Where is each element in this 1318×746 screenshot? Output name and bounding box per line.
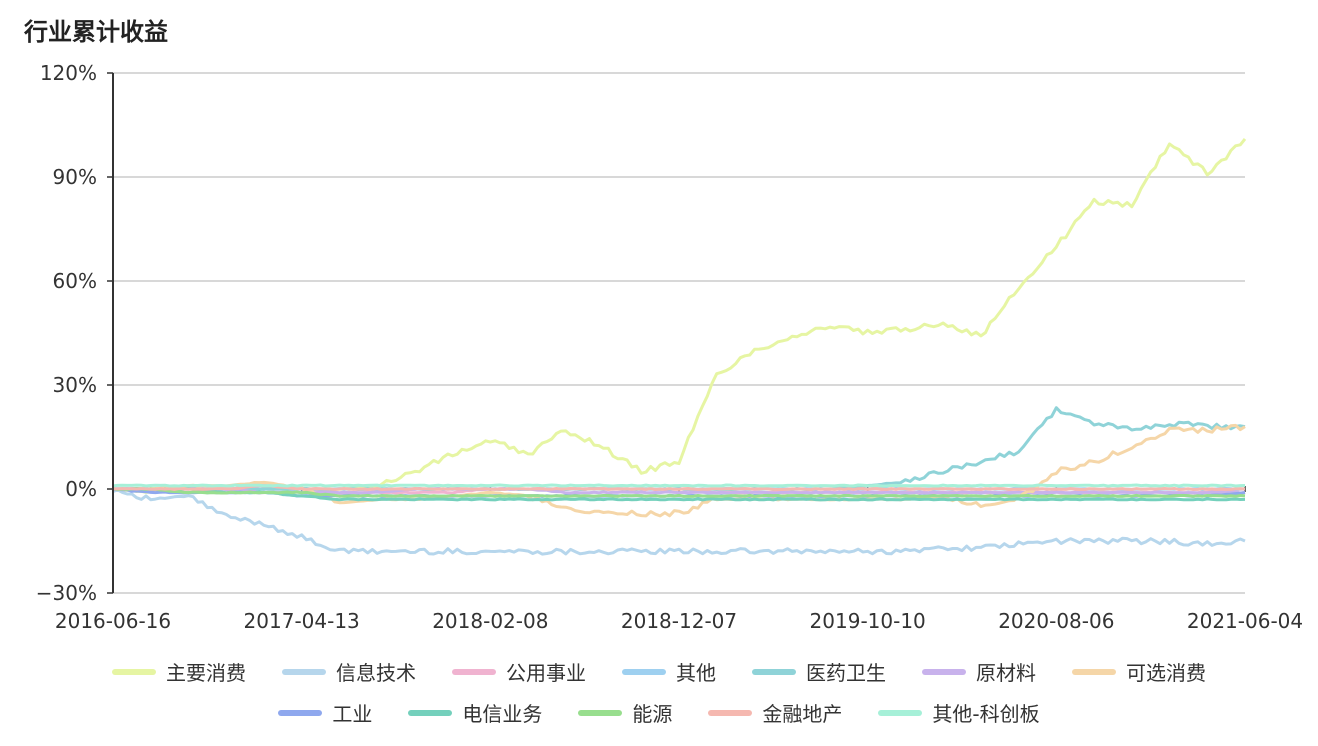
legend-item[interactable]: 公用事业 — [452, 657, 586, 686]
legend-item[interactable]: 主要消费 — [112, 657, 246, 686]
legend-swatch — [922, 668, 966, 675]
legend-label: 信息技术 — [336, 661, 416, 685]
legend-row-1: 主要消费 信息技术 公用事业 其他 医药卫生 原材料 可选消费 — [0, 657, 1318, 686]
legend-label: 电信业务 — [462, 702, 543, 726]
legend-item[interactable]: 工业 — [278, 698, 372, 727]
legend-item[interactable]: 其他-科创板 — [878, 698, 1040, 727]
legend-swatch — [282, 668, 326, 675]
legend-label: 其他-科创板 — [932, 702, 1040, 726]
legend-swatch — [408, 709, 453, 716]
grid-lines — [113, 72, 1245, 594]
x-tick-label: 2016-06-16 — [55, 609, 171, 633]
y-tick-label: 120% — [40, 61, 97, 85]
y-tick-label: 90% — [53, 165, 97, 189]
x-tick-label: 2018-02-08 — [432, 609, 548, 633]
legend-swatch — [278, 709, 323, 716]
series-line — [112, 423, 1246, 518]
chart-title: 行业累计收益 — [24, 18, 168, 46]
legend-swatch — [578, 709, 623, 716]
legend-item[interactable]: 信息技术 — [282, 657, 416, 686]
legend-label: 原材料 — [976, 661, 1036, 685]
x-tick-label: 2020-08-06 — [998, 609, 1114, 633]
legend-label: 工业 — [332, 702, 373, 726]
legend-item[interactable]: 可选消费 — [1072, 657, 1206, 686]
legend-swatch — [878, 709, 923, 716]
y-tick-label: 30% — [53, 373, 97, 397]
series-lines — [112, 137, 1247, 556]
legend-swatch — [1072, 668, 1116, 675]
legend-swatch — [752, 668, 796, 675]
series-line — [112, 483, 1246, 488]
x-tick-label: 2019-10-10 — [810, 609, 926, 633]
series-line — [113, 487, 1246, 502]
y-axis-ticks: 120% 90% 60% 30% 0% −30% — [36, 61, 113, 605]
series-line — [112, 406, 1246, 491]
legend-row-2: 工业 电信业务 能源 金融地产 其他-科创板 — [0, 698, 1318, 727]
x-tick-label: 2018-12-07 — [621, 609, 737, 633]
legend-swatch — [622, 668, 666, 675]
legend-item[interactable]: 医药卫生 — [752, 657, 886, 686]
legend-swatch — [452, 668, 496, 675]
y-tick-label: −30% — [36, 581, 97, 605]
legend-item[interactable]: 金融地产 — [708, 698, 842, 727]
legend-item[interactable]: 原材料 — [922, 657, 1036, 686]
legend-label: 可选消费 — [1126, 661, 1206, 685]
series-line — [112, 488, 1246, 556]
legend-item[interactable]: 能源 — [578, 698, 672, 727]
line-chart: 120% 90% 60% 30% 0% −30% 2016-06-16 2017-04-13… — [36, 61, 1303, 633]
series-line — [112, 137, 1247, 494]
legend-swatch — [112, 668, 156, 675]
x-tick-label: 2021-06-04 — [1187, 609, 1303, 633]
legend-label: 公用事业 — [506, 661, 586, 685]
legend-label: 金融地产 — [762, 702, 843, 726]
y-tick-label: 0% — [65, 477, 97, 501]
x-axis-ticks: 2016-06-16 2017-04-13 2018-02-08 2018-12-07… — [55, 486, 1303, 633]
legend-label: 能源 — [632, 702, 673, 726]
y-tick-label: 60% — [53, 269, 97, 293]
series-line — [112, 487, 1246, 498]
legend-label: 其他 — [676, 661, 716, 685]
x-tick-label: 2017-04-13 — [244, 609, 360, 633]
legend-item[interactable]: 电信业务 — [408, 698, 542, 727]
legend-item[interactable]: 其他 — [622, 657, 716, 686]
legend-swatch — [708, 709, 753, 716]
legend-label: 医药卫生 — [806, 661, 886, 685]
series-line — [112, 484, 1246, 491]
legend-label: 主要消费 — [166, 661, 246, 685]
